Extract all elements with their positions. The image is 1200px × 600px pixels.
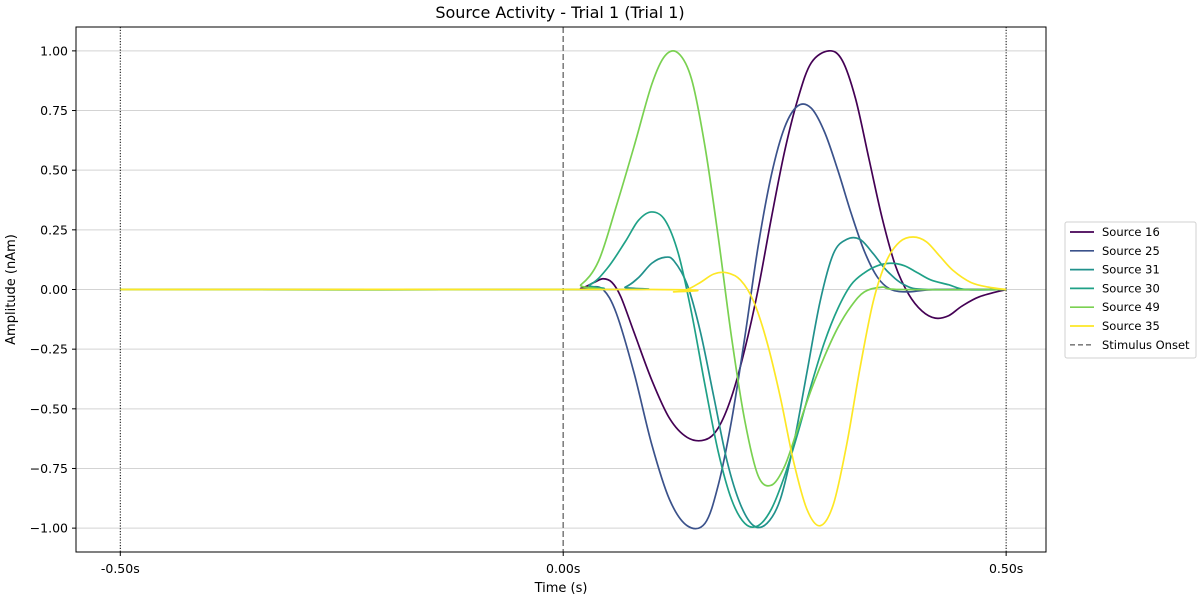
y-tick-label: 0.75	[40, 103, 68, 118]
y-tick-label: −1.00	[30, 521, 68, 536]
chart-title: Source Activity - Trial 1 (Trial 1)	[435, 3, 684, 22]
y-tick-label: −0.25	[30, 342, 68, 357]
series-line-source-35	[120, 236, 1007, 527]
legend-label: Source 30	[1102, 281, 1160, 295]
legend-label: Source 49	[1102, 300, 1160, 314]
y-tick-label: 0.00	[40, 282, 68, 297]
legend-label: Source 31	[1102, 263, 1160, 277]
y-tick-label: 1.00	[40, 43, 68, 58]
y-axis-ticks: 1.00 0.75 0.50 0.25 0.00 −0.25 −0.50 −0.75 −1.00	[30, 43, 76, 536]
series-line-source-30	[120, 211, 1007, 529]
legend-label: Source 35	[1102, 319, 1160, 333]
x-axis-ticks: -0.50s 0.00s 0.50s	[101, 552, 1023, 576]
y-tick-label: 0.50	[40, 163, 68, 178]
y-tick-label: −0.75	[30, 461, 68, 476]
x-axis-label: Time (s)	[534, 581, 588, 596]
y-tick-label: 0.25	[40, 222, 68, 237]
series-line-source-31	[120, 236, 1007, 529]
y-axis-label: Amplitude (nAm)	[4, 234, 19, 345]
legend-box	[1064, 221, 1197, 359]
x-tick-label: -0.50s	[101, 561, 140, 576]
x-tick-label: 0.50s	[989, 561, 1023, 576]
legend: Source 16 Source 25 Source 31 Source 30 Sour…	[1064, 221, 1197, 359]
legend-label: Source 25	[1102, 244, 1160, 258]
y-tick-label: −0.50	[30, 401, 68, 416]
legend-label: Source 16	[1102, 225, 1160, 239]
x-tick-label: 0.00s	[546, 561, 580, 576]
series-line-source-49	[120, 50, 1007, 487]
legend-label: Stimulus Onset	[1102, 338, 1190, 352]
series-line-source-16	[120, 49, 1007, 442]
series-layer	[120, 49, 1007, 530]
